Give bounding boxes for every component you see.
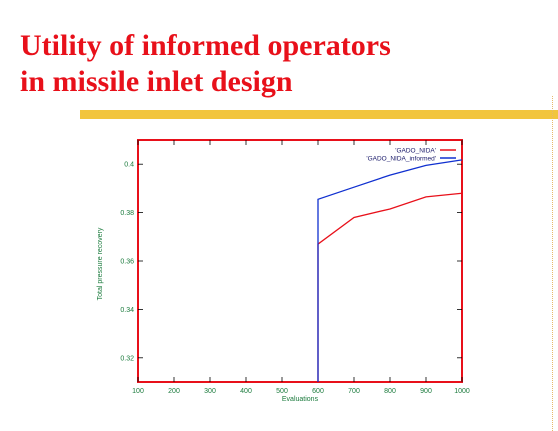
x-tick-label: 300: [204, 388, 216, 395]
legend-label-2: 'GADO_NIDA_informed': [366, 156, 436, 163]
y-tick-label: 0.36: [120, 259, 134, 266]
x-tick-label: 100: [132, 388, 144, 395]
series-lines: [317, 159, 463, 382]
y-tick-label: 0.4: [124, 162, 134, 169]
y-axis: 0.32 0.34 0.36 0.38 0.4: [120, 162, 462, 362]
y-tick-label: 0.32: [120, 355, 134, 362]
slide-edge-divider: [552, 96, 554, 431]
x-tick-label: 700: [348, 388, 360, 395]
x-axis-label: Evaluations: [282, 396, 319, 403]
plot-area: [137, 139, 463, 383]
y-axis-label: Total pressure recovery: [97, 227, 104, 300]
title-underline-bar: [80, 110, 558, 119]
x-tick-label: 900: [420, 388, 432, 395]
slide-title-line-1: Utility of informed operators: [20, 29, 391, 62]
y-tick-label: 0.38: [120, 210, 134, 217]
series-line-2: [317, 159, 463, 382]
x-tick-label: 400: [240, 388, 252, 395]
slide-title-line-2: in missile inlet design: [20, 65, 293, 98]
y-tick-label: 0.34: [120, 307, 134, 314]
legend-label-1: 'GADO_NIDA': [395, 148, 436, 155]
plot-frame: [137, 139, 463, 383]
slide-title: Utility of informed operators in missile…: [20, 28, 391, 100]
x-tick-label: 500: [276, 388, 288, 395]
x-tick-label: 1000: [454, 388, 470, 395]
x-axis: 100 200 300 400 500 600 700 800 900 1000: [132, 140, 470, 395]
chart-legend: 'GADO_NIDA''GADO_NIDA_informed': [366, 148, 456, 163]
x-tick-label: 800: [384, 388, 396, 395]
x-tick-label: 600: [312, 388, 324, 395]
x-tick-label: 200: [168, 388, 180, 395]
series-line-1: [317, 192, 463, 382]
